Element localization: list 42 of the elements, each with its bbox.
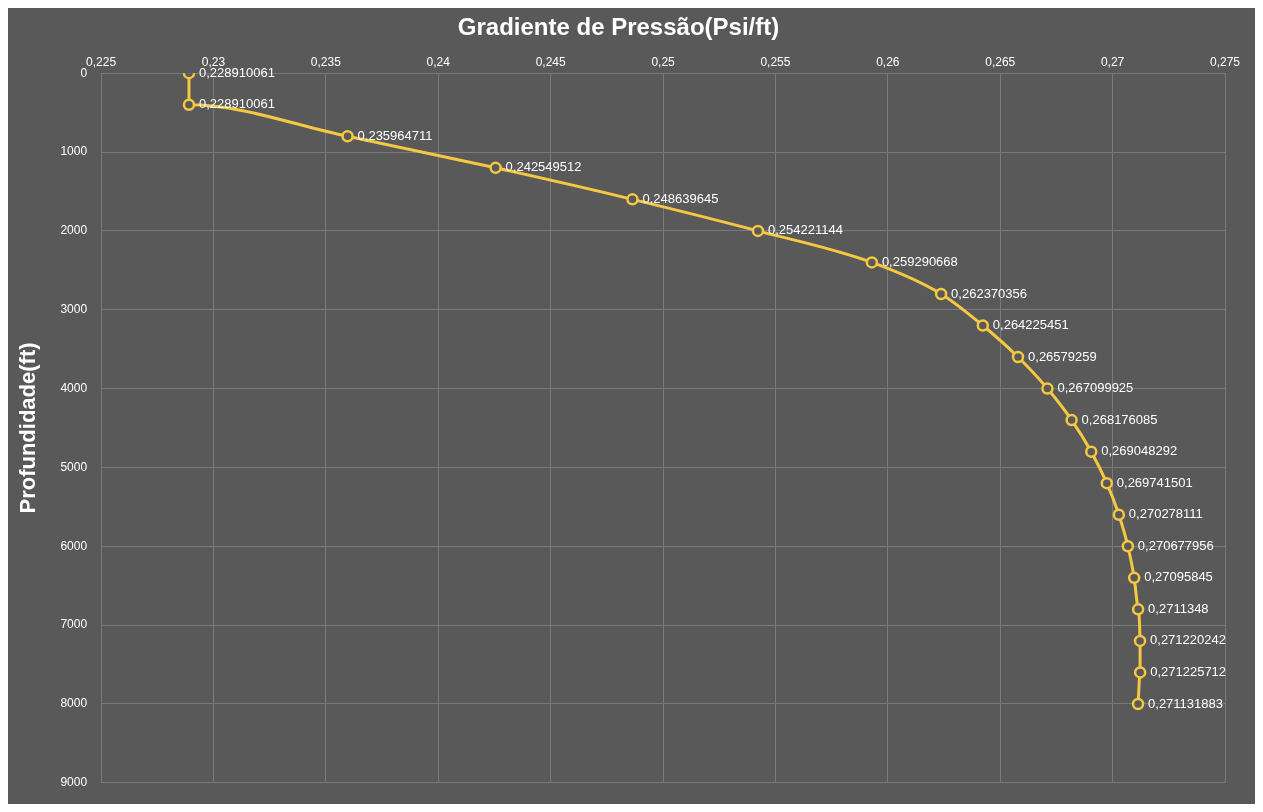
- y-tick-label: 7000: [60, 617, 88, 632]
- y-tick-label: 3000: [60, 302, 88, 317]
- x-tick-label: 0,26: [876, 55, 900, 70]
- data-label: 0,26579259: [1028, 348, 1097, 364]
- x-tick-label: 0,24: [426, 55, 451, 70]
- data-label: 0,248639645: [642, 190, 719, 206]
- y-axis-title: Profundidade(ft): [15, 342, 41, 514]
- data-label: 0,267099925: [1057, 380, 1134, 396]
- data-label: 0,270677956: [1137, 537, 1214, 553]
- data-label: 0,271220242: [1150, 632, 1226, 648]
- data-label: 0,27095845: [1144, 569, 1213, 585]
- chart-title: Gradiente de Pressão(Psi/ft): [457, 13, 780, 41]
- data-label: 0,271131883: [1148, 695, 1224, 711]
- data-label: 0,228910061: [198, 96, 275, 112]
- y-tick-label: 9000: [60, 775, 88, 790]
- x-tick-label: 0,225: [86, 55, 117, 70]
- data-label: 0,2711348: [1148, 600, 1209, 616]
- y-tick-label: 4000: [60, 380, 88, 395]
- data-label: 0,259290668: [881, 254, 958, 269]
- data-label: 0,262370356: [951, 285, 1028, 301]
- x-tick-label: 0,25: [651, 55, 676, 70]
- y-tick-label: 5000: [60, 459, 88, 474]
- x-tick-label: 0,255: [760, 55, 791, 70]
- x-tick-label: 0,265: [985, 55, 1016, 70]
- data-label: 0,269048292: [1101, 443, 1178, 459]
- x-tick-label: 0,275: [1209, 55, 1241, 70]
- x-tick-label: 0,27: [1100, 55, 1125, 70]
- data-label: 0,269741501: [1116, 474, 1193, 490]
- y-tick-label: 8000: [60, 696, 88, 711]
- data-label: 0,268176085: [1081, 411, 1158, 427]
- data-label: 0,254221144: [767, 222, 843, 238]
- data-label: 0,264225451: [992, 317, 1069, 333]
- x-tick-label: 0,235: [310, 55, 342, 70]
- data-label: 0,270278111: [1128, 506, 1203, 522]
- y-tick-label: 1000: [60, 144, 88, 159]
- data-label: 0,235964711: [357, 127, 433, 143]
- data-label: 0,242549512: [505, 159, 582, 175]
- y-tick-label: 0: [80, 65, 88, 80]
- y-tick-label: 2000: [60, 223, 88, 238]
- y-tick-label: 6000: [60, 538, 88, 553]
- x-tick-label: 0,245: [535, 55, 566, 70]
- data-label: 0,271225712: [1150, 664, 1227, 679]
